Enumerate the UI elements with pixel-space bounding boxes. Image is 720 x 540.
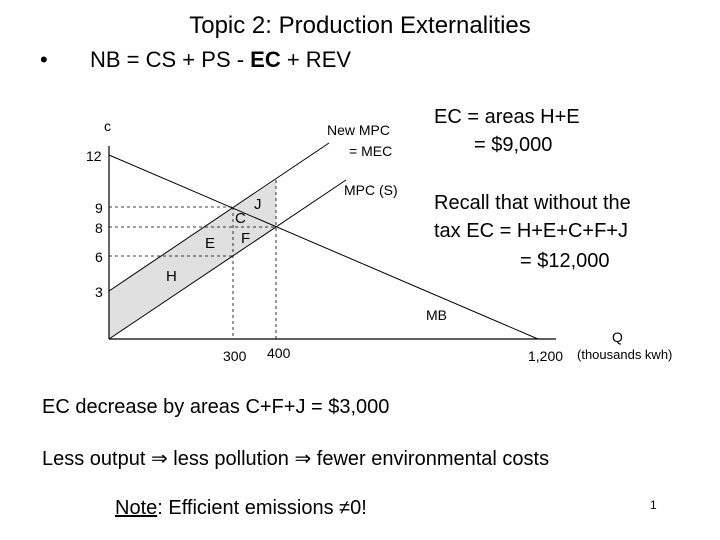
formula-part2: + REV <box>280 47 352 72</box>
formula-part1: NB = CS + PS - <box>90 47 251 72</box>
ec-areas-text: EC = areas H+E <box>434 106 580 128</box>
area-e-label: E <box>205 235 216 252</box>
y-tick-8: 8 <box>95 220 103 236</box>
slide-title: Topic 2: Production Externalities <box>189 12 531 39</box>
dashed-guides <box>109 180 277 339</box>
y-tick-6: 6 <box>95 249 103 265</box>
mec-label: = MEC <box>349 143 393 159</box>
mb-label: MB <box>426 307 447 323</box>
x-tick-1200: 1,200 <box>528 348 564 364</box>
area-h-label: H <box>166 268 177 285</box>
recall-line3: = $12,000 <box>520 250 610 272</box>
bullet-marker: • <box>40 47 48 72</box>
y-axis-label: c <box>104 118 111 134</box>
x-axis-label: Q <box>612 329 623 345</box>
mpc-label: MPC (S) <box>344 182 398 198</box>
y-tick-3: 3 <box>95 284 103 300</box>
new-mpc-curve <box>108 142 330 292</box>
note-body: : Efficient emissions ≠0! <box>157 497 367 519</box>
recall-line1: Recall that without the <box>434 192 631 214</box>
x-axis-unit: (thousands kwh) <box>577 347 673 362</box>
area-f-label: F <box>241 230 251 247</box>
note-text: Note: Efficient emissions ≠0! <box>115 497 367 520</box>
less-output-text: Less output ⇒ less pollution ⇒ fewer env… <box>42 448 550 470</box>
area-c-label: C <box>235 210 246 227</box>
mb-curve <box>108 154 539 340</box>
new-mpc-label: New MPC <box>327 122 391 138</box>
note-label: Note <box>115 497 158 519</box>
ec-value-text: = $9,000 <box>474 134 553 156</box>
y-tick-9: 9 <box>95 200 103 216</box>
shaded-ec-region <box>109 180 276 339</box>
x-tick-400: 400 <box>267 345 291 361</box>
ec-decrease-text: EC decrease by areas C+F+J = $3,000 <box>42 396 390 418</box>
mpc-curve <box>108 179 347 340</box>
x-tick-300: 300 <box>223 348 247 364</box>
recall-line2: tax EC = H+E+C+F+J <box>434 220 628 242</box>
formula-ec-bold: EC <box>250 47 281 72</box>
net-benefit-formula: NB = CS + PS - EC + REV <box>90 47 351 73</box>
y-tick-12: 12 <box>86 148 102 164</box>
area-j-label: J <box>254 196 262 213</box>
page-number: 1 <box>650 498 657 512</box>
